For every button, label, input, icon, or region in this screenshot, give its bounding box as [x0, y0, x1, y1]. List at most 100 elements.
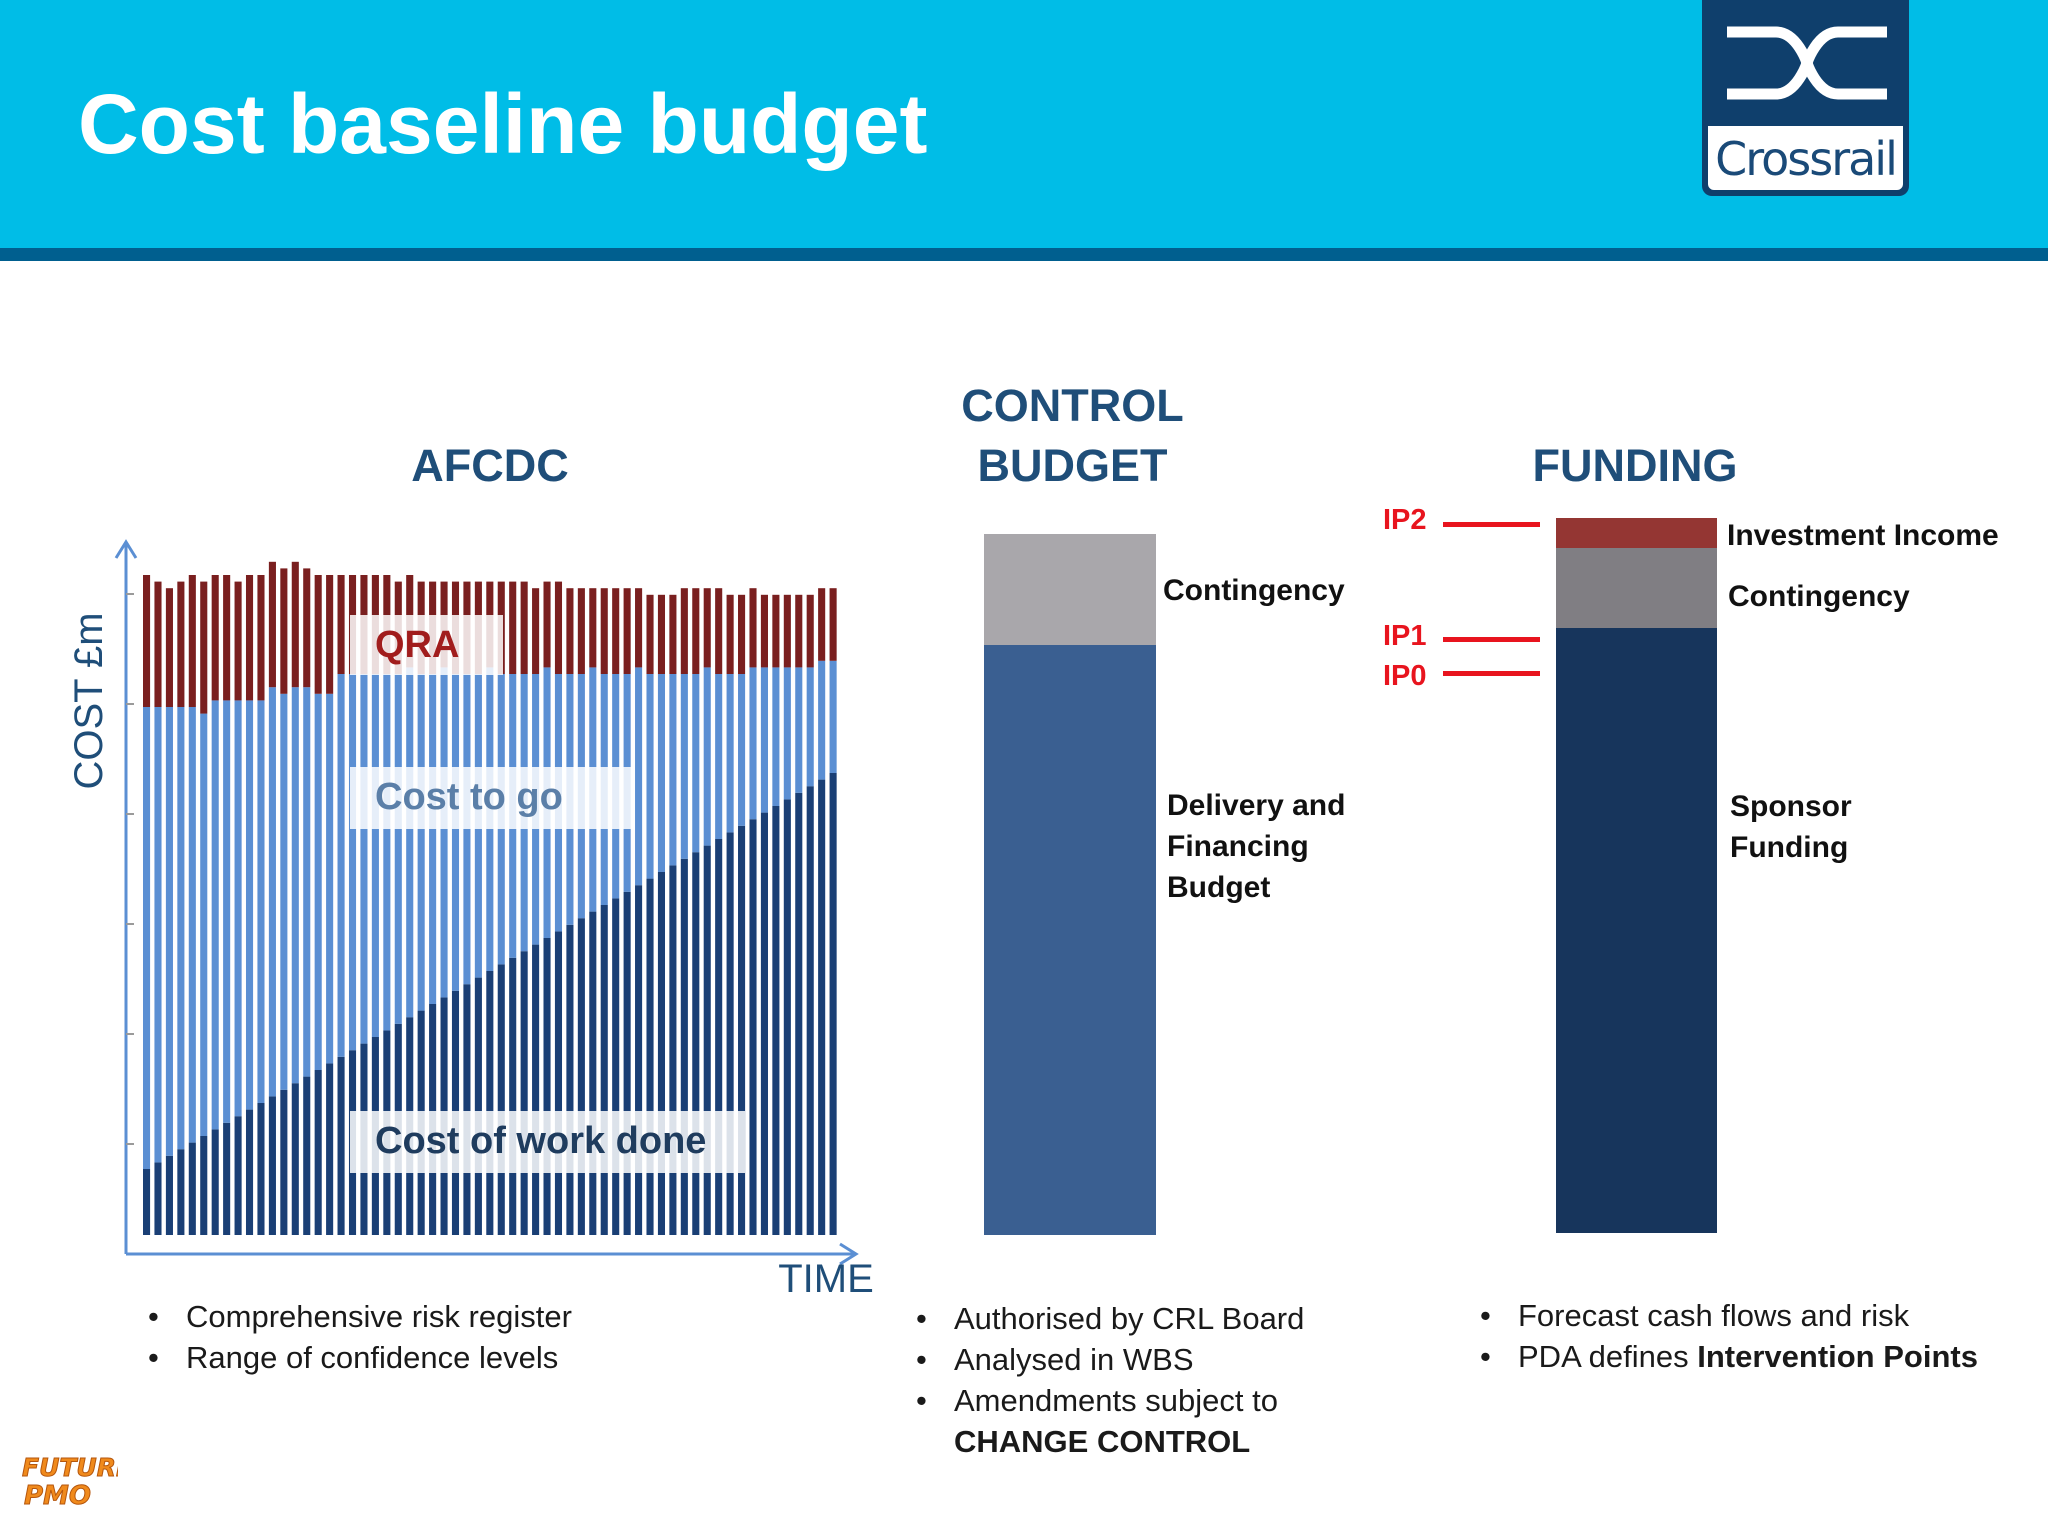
- bar-segment: [577, 918, 585, 1235]
- bullet-item: Amendments subject to: [916, 1380, 1304, 1421]
- afcdc-axes: [114, 539, 859, 1266]
- bar-segment: [715, 588, 723, 674]
- bar-segment: [257, 575, 265, 701]
- bar-segment: [177, 1149, 185, 1235]
- bar-segment: [726, 594, 734, 674]
- bar-segment: [818, 660, 826, 780]
- bar-segment: [509, 957, 517, 1235]
- bar-segment: [463, 674, 471, 985]
- bar-segment: [143, 707, 151, 1169]
- sponsor-label-line2: Funding: [1730, 831, 1849, 864]
- x-axis-arrow: [839, 1242, 859, 1266]
- bullet-continuation: CHANGE CONTROL: [954, 1424, 1251, 1459]
- bar-segment: [600, 905, 608, 1235]
- y-axis-label: COST £m: [67, 612, 111, 789]
- bar-segment: [566, 924, 574, 1235]
- svg-text:PMO: PMO: [24, 1481, 91, 1511]
- bar-segment: [795, 594, 803, 668]
- bar-segment: [520, 581, 528, 674]
- y-axis-arrow: [114, 539, 138, 559]
- ip2-line: [1443, 522, 1540, 527]
- funding-contingency-bar: [1556, 548, 1717, 628]
- bar-segment: [657, 594, 666, 674]
- bar-segment: [783, 799, 791, 1235]
- bar-segment: [314, 693, 322, 1070]
- control-contingency-bar: [984, 534, 1156, 645]
- bar-segment: [200, 581, 208, 714]
- bar-segment: [326, 693, 334, 1064]
- bar-segment: [635, 885, 643, 1235]
- bar-segment: [337, 575, 345, 674]
- delivery-label-line3: Budget: [1167, 871, 1271, 904]
- bar-segment: [406, 667, 414, 1018]
- bar-segment: [211, 1129, 219, 1235]
- bullet-item: Comprehensive risk register: [148, 1296, 572, 1337]
- bar-segment: [268, 1096, 276, 1235]
- bar-segment: [177, 707, 185, 1150]
- future-pmo-logo-icon: FUTURE PMO: [22, 1453, 119, 1512]
- bar-segment: [566, 588, 574, 674]
- bar-segment: [818, 588, 826, 661]
- ip1-label: IP1: [1383, 620, 1427, 652]
- bar-segment: [532, 944, 540, 1235]
- bar-segment: [738, 674, 746, 826]
- bar-segment: [532, 588, 540, 674]
- bar-segment: [760, 812, 768, 1235]
- bar-segment: [314, 1070, 322, 1235]
- bar-segment: [783, 594, 791, 668]
- bar-segment: [486, 971, 494, 1235]
- header-rule: [0, 248, 2048, 261]
- control-contingency-label: Contingency: [1163, 574, 1345, 607]
- bar-segment: [245, 575, 254, 701]
- bullet-item: Analysed in WBS: [916, 1339, 1304, 1380]
- bar-segment: [726, 832, 734, 1235]
- funding-heading: FUNDING: [1532, 440, 1738, 491]
- bar-segment: [543, 581, 551, 668]
- bar-segment: [257, 1103, 265, 1235]
- bar-segment: [669, 865, 677, 1235]
- bar-segment: [806, 786, 814, 1235]
- bullet-item: Forecast cash flows and risk: [1480, 1295, 1978, 1336]
- bar-segment: [715, 839, 723, 1235]
- control-heading-line1: CONTROL: [961, 380, 1184, 431]
- bar-segment: [509, 581, 517, 674]
- bar-segment: [245, 700, 254, 1110]
- bar-segment: [474, 977, 482, 1235]
- bar-segment: [280, 693, 288, 1090]
- bar-segment: [337, 674, 345, 1057]
- bar-segment: [623, 891, 631, 1235]
- bar-segment: [795, 792, 803, 1235]
- bar-segment: [291, 1083, 299, 1235]
- svg-text:FUTURE: FUTURE: [22, 1453, 118, 1482]
- bar-segment: [303, 568, 311, 688]
- bar-segment: [337, 1056, 345, 1235]
- bar-segment: [280, 1089, 288, 1235]
- investment-income-label: Investment Income: [1727, 519, 1999, 552]
- qra-label: QRA: [350, 615, 503, 675]
- afcdc-bullets: Comprehensive risk register Range of con…: [148, 1296, 572, 1378]
- bar-segment: [520, 951, 528, 1235]
- bar-segment: [303, 687, 311, 1077]
- bar-segment: [772, 806, 780, 1235]
- bar-segment: [738, 594, 746, 674]
- bar-segment: [772, 667, 780, 806]
- bar-segment: [440, 667, 448, 998]
- bar-segment: [703, 588, 711, 668]
- crossrail-wordmark: Crossrail: [1706, 124, 1905, 192]
- bar-segment: [188, 575, 196, 707]
- sponsor-label-line1: Sponsor: [1730, 790, 1852, 823]
- y-ticks: [126, 593, 134, 1145]
- control-delivery-bar: [984, 645, 1156, 1235]
- funding-sponsor-bar: [1556, 628, 1717, 1233]
- delivery-label-line1: Delivery and: [1167, 789, 1346, 822]
- funding-bullets: Forecast cash flows and risk PDA defines…: [1480, 1295, 1978, 1377]
- bar-segment: [234, 1116, 242, 1235]
- bullet-text: PDA defines: [1518, 1339, 1698, 1374]
- bar-segment: [783, 667, 791, 800]
- bar-segment: [394, 674, 402, 1024]
- bar-segment: [669, 674, 677, 866]
- bar-segment: [692, 674, 700, 853]
- bullet-item: PDA defines Intervention Points: [1480, 1336, 1978, 1377]
- bar-segment: [692, 852, 700, 1235]
- bar-segment: [257, 700, 265, 1103]
